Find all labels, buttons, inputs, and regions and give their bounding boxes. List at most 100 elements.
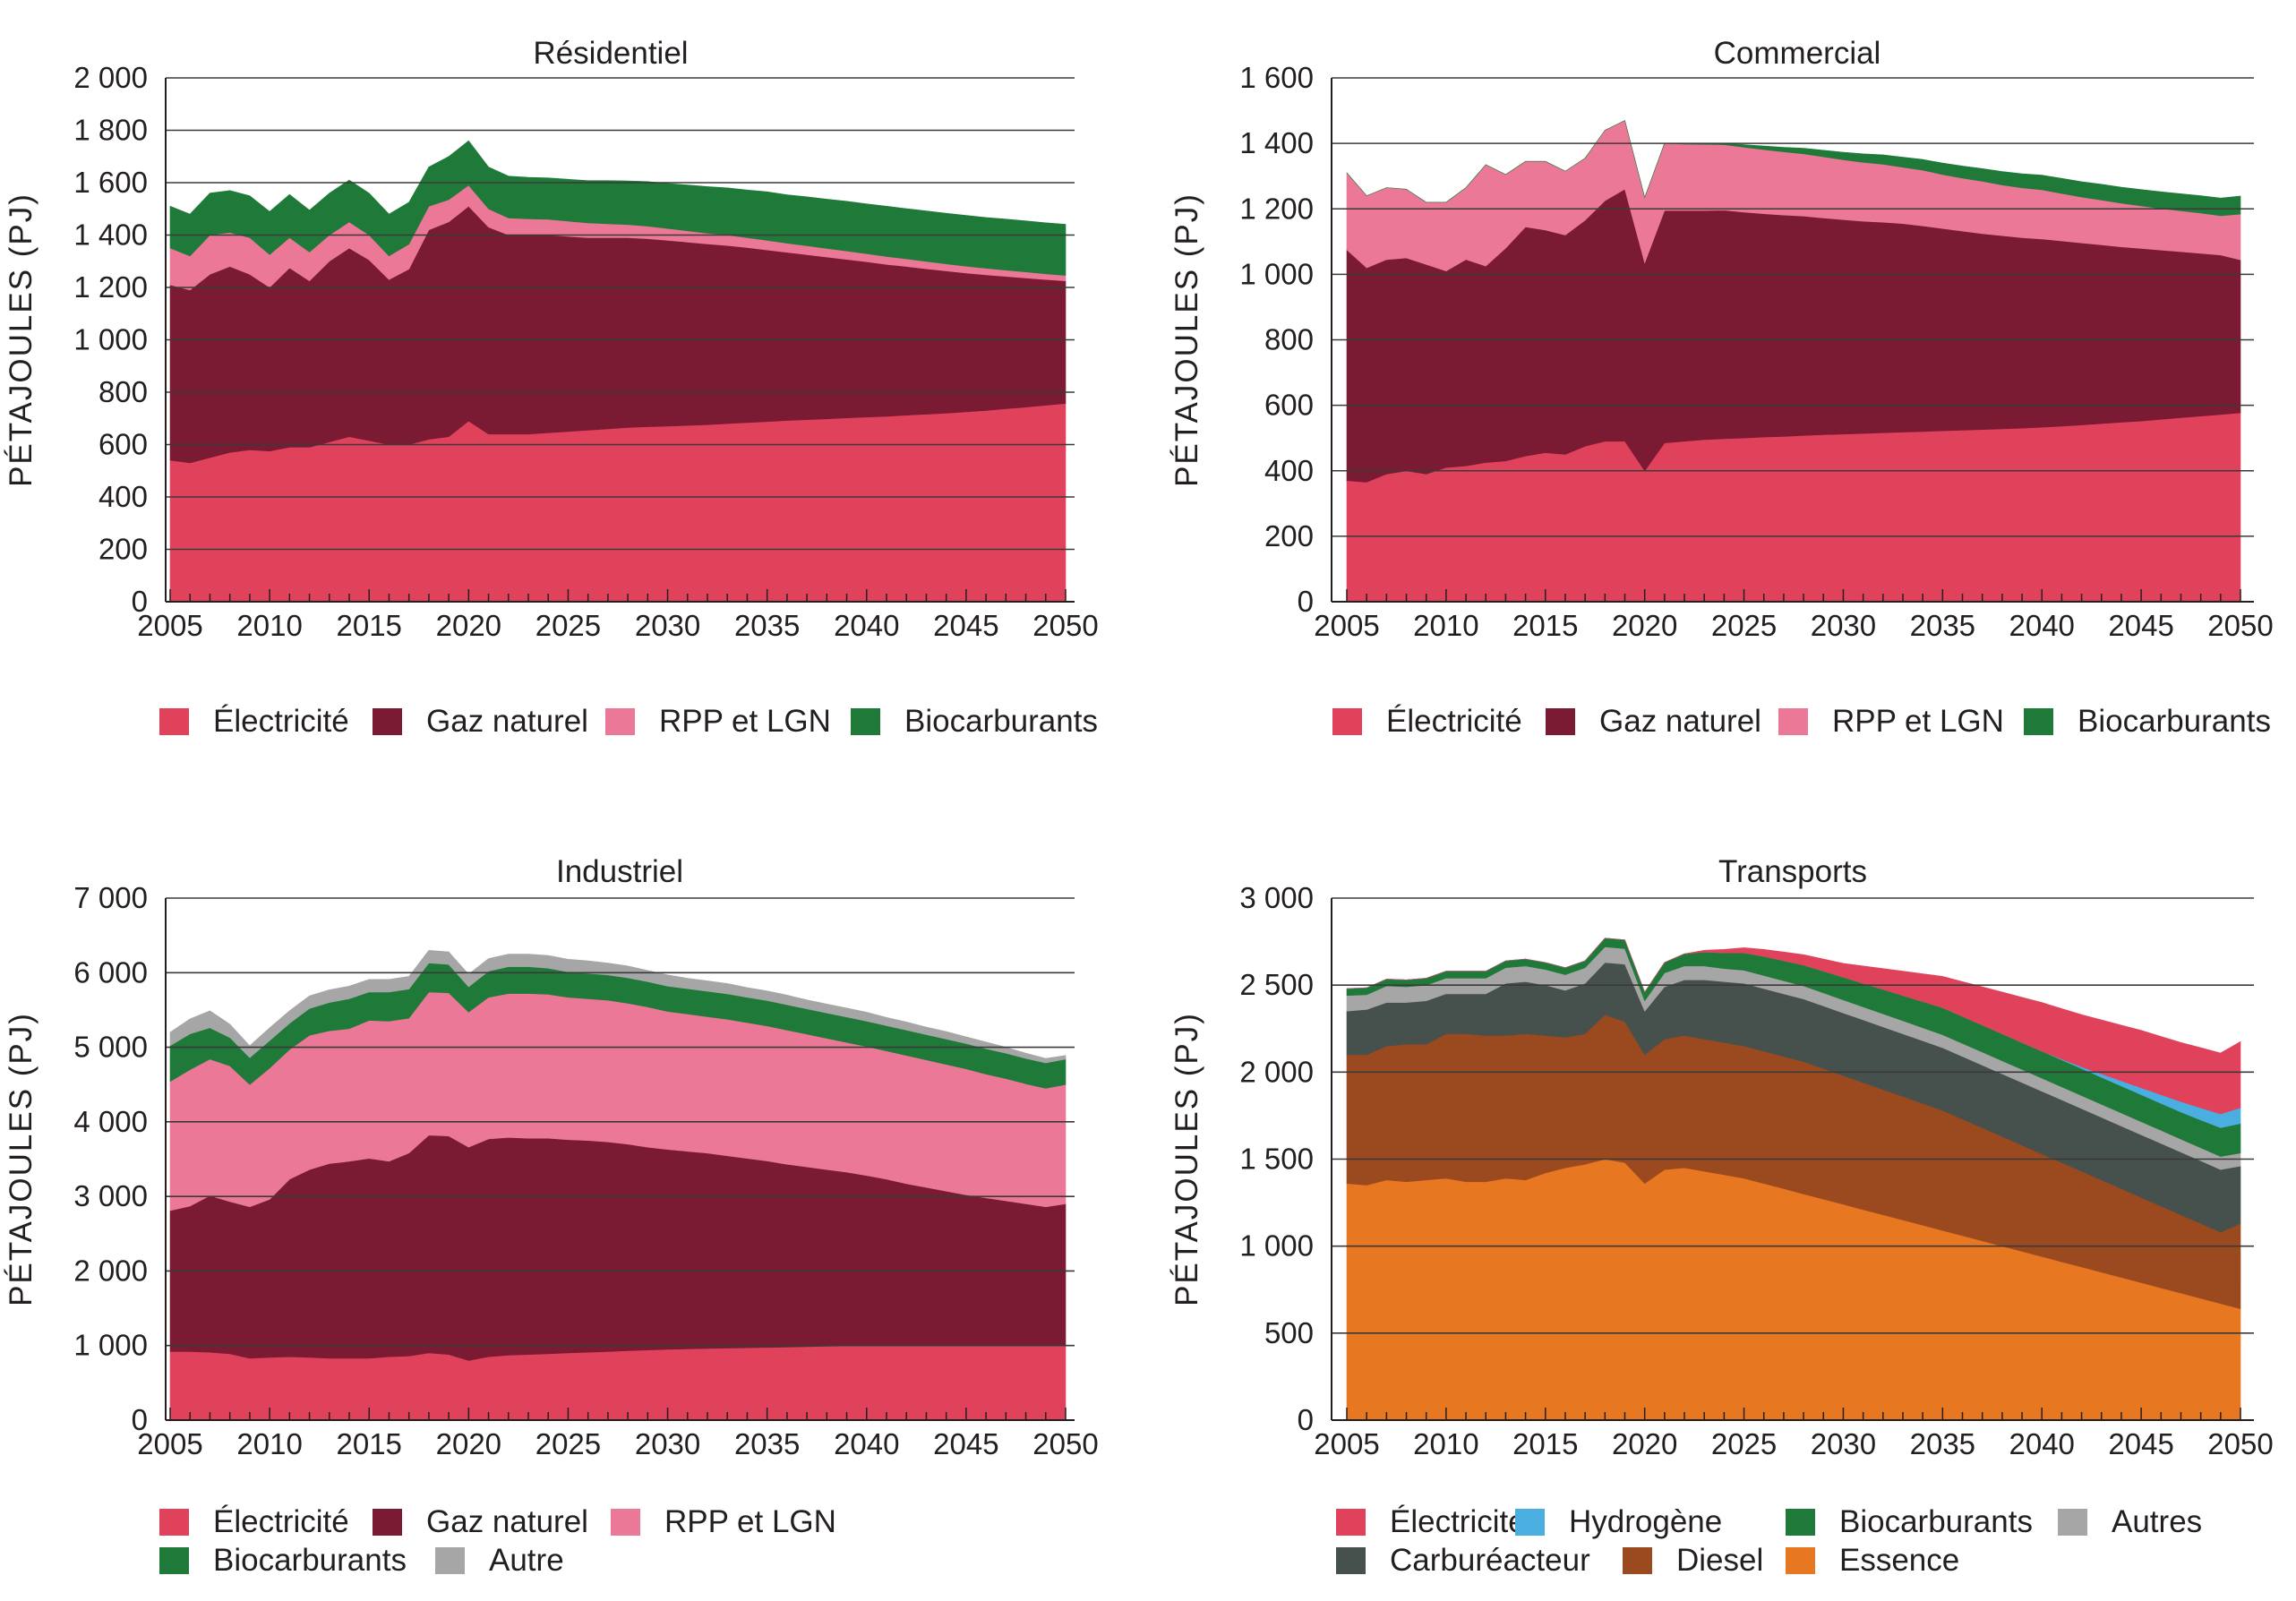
x-tick-label: 2050 [1032,609,1098,642]
y-tick-label: 5 000 [73,1031,148,1064]
chart-svg: Résidentiel PÉTAJOULES (PJ) 0 200 400 600 800 1… [4,36,1099,739]
legend-label: RPP et LGN [664,1504,836,1539]
legend-label: Électricité [213,1504,349,1539]
legend-label: Autres [2112,1504,2202,1539]
y-tick-label: 2 500 [1239,968,1314,1001]
y-tick-label: 400 [1264,454,1314,487]
legend-item-autres: Autres [2058,1504,2202,1539]
y-tick-label: 1 200 [1239,192,1314,225]
y-tick-label: 2 000 [1239,1055,1314,1088]
x-tick-label: 2010 [236,1427,302,1460]
y-tick-label: 1 600 [1239,61,1314,94]
legend-swatch [1786,1509,1815,1536]
x-tick-label: 2040 [2009,609,2075,642]
legend-label: Diesel [1676,1543,1763,1578]
x-tick-label: 2015 [337,609,402,642]
legend-item-gaz-naturel: Gaz naturel [1546,704,1761,739]
x-tick-label: 2045 [2108,1427,2173,1460]
chart-industriel: Industriel PÉTAJOULES (PJ) 0 1 000 2 000 3 00… [0,800,1148,1601]
legend-item-biocarburants: Biocarburants [159,1543,407,1578]
x-tick-label: 2050 [2207,1427,2273,1460]
legend-item-rpp-et-lgn: RPP et LGN [1778,704,2004,739]
x-tick-label: 2030 [635,1427,700,1460]
x-tick-label: 2015 [337,1427,402,1460]
legend-label: Essence [1839,1543,1959,1578]
y-axis-label: PÉTAJOULES (PJ) [4,1012,39,1306]
legend-label: Gaz naturel [426,1504,588,1539]
chart-title: Résidentiel [533,36,688,71]
x-tick-label: 2025 [535,1427,601,1460]
x-tick-label: 2030 [1811,609,1876,642]
legend-item-gaz-naturel: Gaz naturel [373,704,588,739]
x-tick-label: 2020 [1612,1427,1677,1460]
legend-label: Biocarburants [904,704,1098,739]
legend-swatch [611,1509,640,1536]
y-tick-label: 1 500 [1239,1143,1314,1176]
y-axis-label: PÉTAJOULES (PJ) [1169,193,1204,487]
x-tick-label: 2010 [236,609,302,642]
y-tick-label: 3 000 [73,1179,148,1212]
y-tick-label: 1 800 [73,114,148,147]
y-tick-label: 800 [1264,323,1314,356]
legend-swatch [1786,1547,1815,1574]
legend-label: Électricité [213,704,349,739]
legend-item-electricite: Électricité [1336,1504,1526,1539]
y-tick-label: 4 000 [73,1105,148,1138]
legend-label: Biocarburants [213,1543,407,1578]
x-tick-label: 2030 [1811,1427,1876,1460]
x-tick-label: 2050 [2207,609,2273,642]
x-tick-label: 2035 [734,609,800,642]
legend-swatch [1623,1547,1652,1574]
x-tick-label: 2030 [635,609,700,642]
x-tick-label: 2050 [1032,1427,1098,1460]
chart-title: Industriel [556,854,683,889]
legend-item-electricite: Électricité [159,704,349,739]
legend-swatch [1336,1547,1366,1574]
legend-label: RPP et LGN [659,704,831,739]
area-biocarburants [1346,120,2241,217]
y-tick-label: 400 [99,480,148,513]
x-tick-label: 2040 [834,609,899,642]
legend-label: Hydrogène [1569,1504,1722,1539]
legend-item-essence: Essence [1786,1543,1959,1578]
y-tick-label: 2 000 [73,1254,148,1287]
y-tick-label: 200 [99,533,148,566]
chart-transports: Transports PÉTAJOULES (PJ) 0 500 1 000 1 500 2… [1148,800,2296,1601]
y-axis-label: PÉTAJOULES (PJ) [4,193,39,487]
legend-swatch [2024,708,2053,735]
y-tick-label: 0 [132,1403,148,1436]
x-tick-label: 2010 [1413,1427,1478,1460]
legend-label: Gaz naturel [1599,704,1761,739]
x-tick-label: 2010 [1413,609,1478,642]
y-tick-label: 200 [1264,519,1314,552]
x-tick-label: 2040 [834,1427,899,1460]
x-tick-label: 2020 [436,1427,501,1460]
legend-swatch [435,1547,465,1574]
legend-swatch [2058,1509,2087,1536]
legend-label: Gaz naturel [426,704,588,739]
y-tick-label: 600 [1264,389,1314,422]
legend-swatch [1336,1509,1366,1536]
y-tick-label: 3 000 [1239,881,1314,914]
legend-item-biocarburants: Biocarburants [2024,704,2271,739]
legend-swatch [159,1547,189,1574]
y-tick-label: 1 000 [1239,257,1314,290]
chart-commercial: Commercial PÉTAJOULES (PJ) 0 200 400 600 800 1 … [1148,0,2296,800]
legend-swatch [851,708,880,735]
legend-label: RPP et LGN [1832,704,2004,739]
y-tick-label: 1 400 [1239,126,1314,159]
legend-item-rpp-et-lgn: RPP et LGN [605,704,831,739]
legend-label: Électricité [1386,704,1522,739]
legend-swatch [1332,708,1362,735]
legend-item-rpp-et-lgn: RPP et LGN [611,1504,836,1539]
chart-svg: Transports PÉTAJOULES (PJ) 0 500 1 000 1 500 2… [1169,854,2274,1578]
x-tick-label: 2045 [2108,609,2173,642]
y-tick-label: 1 000 [73,323,148,356]
legend-item-gaz-naturel: Gaz naturel [373,1504,588,1539]
x-tick-label: 2015 [1512,1427,1578,1460]
y-tick-label: 0 [1298,585,1314,618]
legend-swatch [373,708,402,735]
y-tick-label: 1 000 [1239,1229,1314,1263]
legend-item-carbureacteur: Carburéacteur [1336,1543,1590,1578]
x-tick-label: 2005 [1314,609,1379,642]
